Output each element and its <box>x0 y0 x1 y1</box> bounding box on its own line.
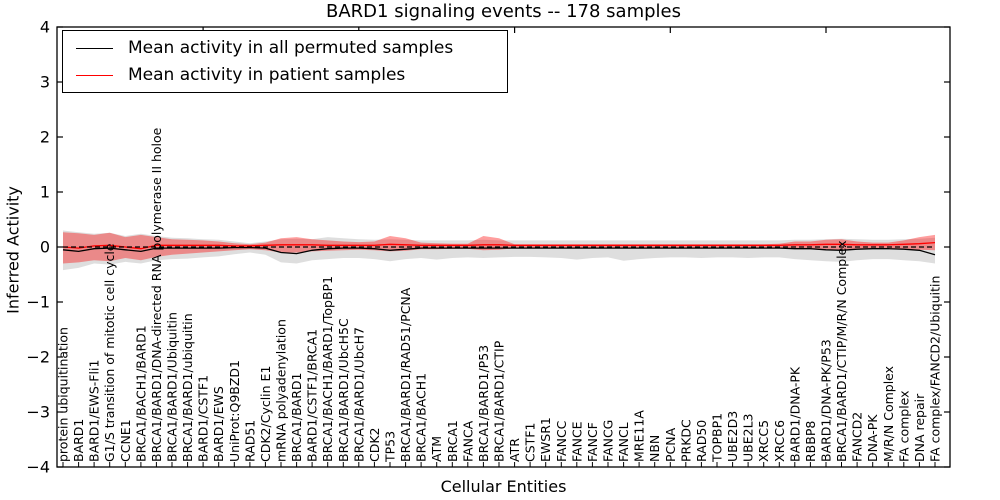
svg-text:XRCC5: XRCC5 <box>756 420 771 462</box>
svg-text:BRCA1/BARD1/UbcH7: BRCA1/BARD1/UbcH7 <box>351 327 366 462</box>
svg-text:BRCA1/BARD1/CTIP: BRCA1/BARD1/CTIP <box>492 340 507 462</box>
svg-text:4: 4 <box>40 18 50 37</box>
svg-text:BRCA1/BARD1/UbcH5C: BRCA1/BARD1/UbcH5C <box>336 318 351 462</box>
svg-text:BRCA1: BRCA1 <box>445 420 460 462</box>
legend-box: Mean activity in all permuted samples Me… <box>62 30 508 93</box>
svg-text:PCNA: PCNA <box>663 427 678 462</box>
svg-text:MRE11A: MRE11A <box>632 410 647 462</box>
legend-entry-patient: Mean activity in patient samples <box>76 65 507 85</box>
svg-text:mRNA polyadenylation: mRNA polyadenylation <box>274 319 289 462</box>
svg-text:UniProt:Q9BZD1: UniProt:Q9BZD1 <box>227 360 242 462</box>
permuted-samples-std-band <box>63 230 935 271</box>
svg-text:BARD1/DNA-PK: BARD1/DNA-PK <box>787 366 802 462</box>
svg-text:−3: −3 <box>26 403 50 422</box>
svg-text:−2: −2 <box>26 348 50 367</box>
svg-text:FANCG: FANCG <box>601 420 616 462</box>
svg-text:−4: −4 <box>26 458 50 477</box>
legend-entry-permuted: Mean activity in all permuted samples <box>76 38 507 58</box>
svg-text:BRCA1/BARD1/CTIP/M/R/N Complex: BRCA1/BARD1/CTIP/M/R/N Complex <box>834 240 849 462</box>
svg-text:FANCF: FANCF <box>585 422 600 462</box>
svg-text:BRCA1/BARD1/ubiquitin: BRCA1/BARD1/ubiquitin <box>180 313 195 462</box>
svg-text:FANCE: FANCE <box>569 421 584 462</box>
svg-text:DNA-PK: DNA-PK <box>865 414 880 462</box>
svg-text:BRCA1/BARD1/Ubiquitin: BRCA1/BARD1/Ubiquitin <box>165 312 180 462</box>
svg-text:−1: −1 <box>26 293 50 312</box>
svg-text:BRCA1/BARD1/P53: BRCA1/BARD1/P53 <box>476 345 491 462</box>
series-line-permuted <box>62 246 936 256</box>
svg-text:BARD1: BARD1 <box>71 419 86 462</box>
svg-text:CDK2/Cyclin E1: CDK2/Cyclin E1 <box>258 366 273 462</box>
y-axis-ticks <box>57 26 950 468</box>
svg-text:CDK2: CDK2 <box>367 427 382 462</box>
x-axis-ticks <box>62 462 936 467</box>
svg-text:XRCC6: XRCC6 <box>772 420 787 462</box>
svg-text:RAD51: RAD51 <box>242 420 257 462</box>
svg-text:DNA repair: DNA repair <box>912 393 927 462</box>
svg-text:RAD50: RAD50 <box>694 420 709 462</box>
svg-text:BRCA1/BARD1: BRCA1/BARD1 <box>289 373 304 462</box>
legend-label-patient: Mean activity in patient samples <box>128 65 406 85</box>
svg-text:FANCC: FANCC <box>554 420 569 462</box>
svg-text:ATR: ATR <box>507 438 522 462</box>
svg-text:CCNE1: CCNE1 <box>118 419 133 462</box>
svg-text:EWSR1: EWSR1 <box>538 417 553 462</box>
svg-text:FANCL: FANCL <box>616 422 631 462</box>
series-line-patient <box>62 241 936 250</box>
svg-text:2: 2 <box>40 128 50 147</box>
svg-text:protein ubiquitination: protein ubiquitination <box>56 327 71 462</box>
legend-label-permuted: Mean activity in all permuted samples <box>128 38 454 58</box>
svg-text:UBE2L3: UBE2L3 <box>741 414 756 463</box>
legend-line-patient-icon <box>76 74 113 76</box>
x-tick-labels: protein ubiquitination BARD1 BARD1/EWS-Fli… <box>56 127 943 463</box>
svg-text:FANCA: FANCA <box>460 420 475 462</box>
svg-text:TP53: TP53 <box>383 431 398 463</box>
svg-text:BARD1/EWS: BARD1/EWS <box>211 386 226 462</box>
svg-text:PRKDC: PRKDC <box>678 419 693 462</box>
svg-text:3: 3 <box>40 73 50 92</box>
legend-line-permuted-icon <box>76 47 113 49</box>
svg-text:FA complex/FANCD2/Ubiquitin: FA complex/FANCD2/Ubiquitin <box>928 276 943 462</box>
svg-text:ATM: ATM <box>429 436 444 462</box>
svg-text:0: 0 <box>40 238 50 257</box>
svg-text:BARD1/EWS-Fli1: BARD1/EWS-Fli1 <box>87 360 102 462</box>
svg-text:BRCA1/BACH1/BARD1: BRCA1/BACH1/BARD1 <box>133 325 148 462</box>
svg-text:BRCA1/BARD1/RAD51/PCNA: BRCA1/BARD1/RAD51/PCNA <box>398 287 413 462</box>
svg-text:1: 1 <box>40 183 50 202</box>
chart-title: BARD1 signaling events -- 178 samples <box>326 1 681 22</box>
svg-text:BRCA1/BACH1: BRCA1/BACH1 <box>414 373 429 462</box>
svg-text:BRCA1/BARD1/DNA-directed RNA p: BRCA1/BARD1/DNA-directed RNA polymerase … <box>149 127 164 462</box>
svg-text:BRCA1/BACH1/BARD1/TopBP1: BRCA1/BACH1/BARD1/TopBP1 <box>320 276 335 462</box>
svg-text:BARD1/CSTF1/BRCA1: BARD1/CSTF1/BRCA1 <box>305 329 320 462</box>
svg-text:TOPBP1: TOPBP1 <box>710 413 725 463</box>
svg-text:RBBP8: RBBP8 <box>803 421 818 462</box>
x-axis-title: Cellular Entities <box>440 477 567 496</box>
svg-text:UBE2D3: UBE2D3 <box>725 411 740 462</box>
svg-text:NBN: NBN <box>647 435 662 462</box>
svg-text:CSTF1: CSTF1 <box>523 423 538 462</box>
y-tick-labels: 4 3 2 1 0 −1 −2 −3 −4 <box>26 18 50 477</box>
svg-text:FANCD2: FANCD2 <box>850 412 865 462</box>
svg-text:G1/S transition of mitotic cel: G1/S transition of mitotic cell cycle <box>102 243 117 462</box>
svg-text:M/R/N Complex: M/R/N Complex <box>881 366 896 462</box>
svg-text:BARD1/CSTF1: BARD1/CSTF1 <box>196 375 211 462</box>
svg-text:FA complex: FA complex <box>896 390 911 462</box>
y-axis-title: Inferred Activity <box>3 186 23 314</box>
svg-text:BARD1/DNA-PK/P53: BARD1/DNA-PK/P53 <box>819 339 834 462</box>
